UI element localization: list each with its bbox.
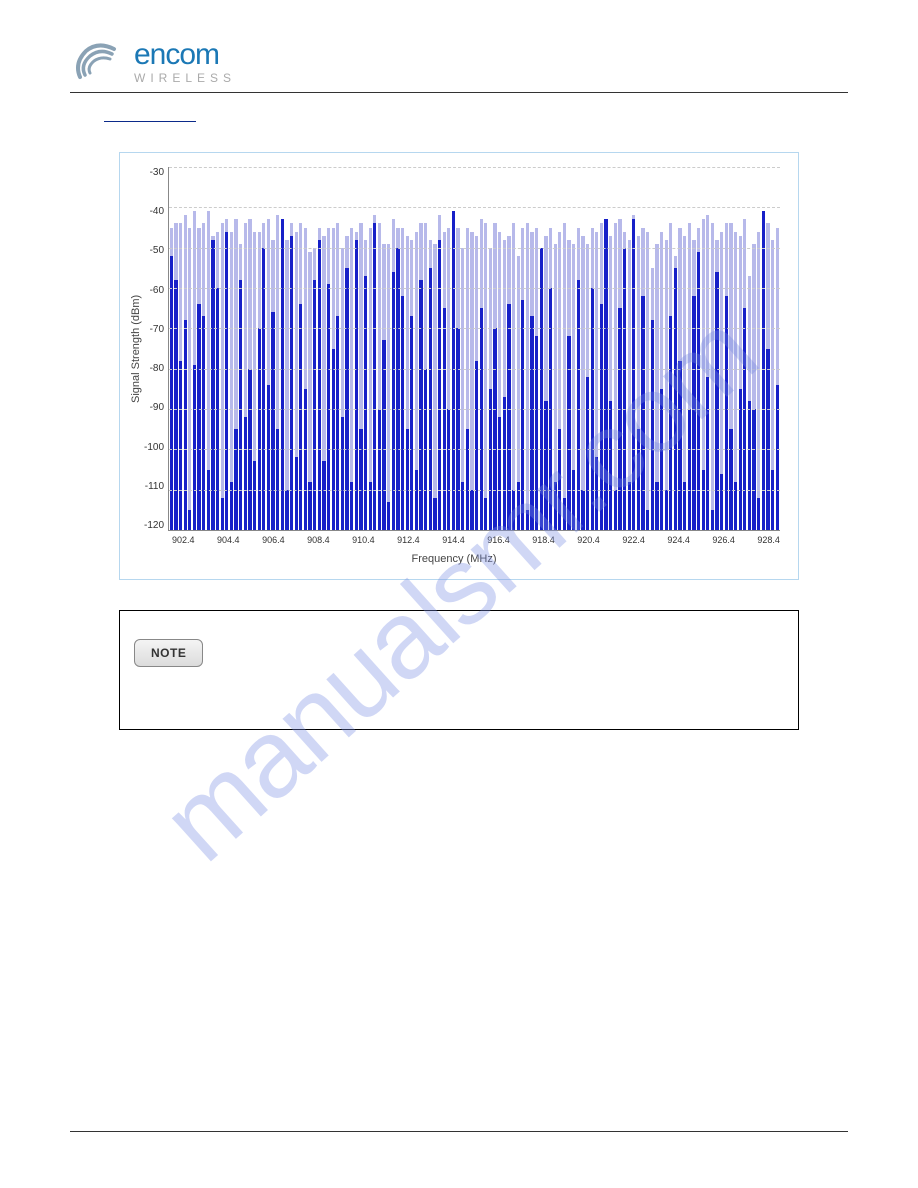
chart-yaxis: -30-40-50-60-70-80-90-100-110-120 xyxy=(144,167,168,531)
spectrum-chart: Signal Strength (dBm) -30-40-50-60-70-80… xyxy=(119,152,799,580)
chart-xlabel: Frequency (MHz) xyxy=(128,553,780,565)
logo-main: encom xyxy=(134,40,236,70)
logo-sub: WIRELESS xyxy=(134,72,236,84)
logo-text: encom WIRELESS xyxy=(134,40,236,84)
note-badge: NOTE xyxy=(134,639,203,667)
note-box: NOTE xyxy=(119,610,799,730)
bar-slot xyxy=(775,167,780,530)
chart-ylabel: Signal Strength (dBm) xyxy=(128,167,144,531)
chart-xaxis: 902.4904.4906.4908.4910.4912.4914.4916.4… xyxy=(172,535,780,545)
footer-rule xyxy=(70,1131,848,1132)
page-header: encom WIRELESS xyxy=(70,40,848,93)
link-underline xyxy=(104,121,196,122)
chart-plot-area xyxy=(168,167,780,531)
encom-logo-icon xyxy=(70,41,126,83)
